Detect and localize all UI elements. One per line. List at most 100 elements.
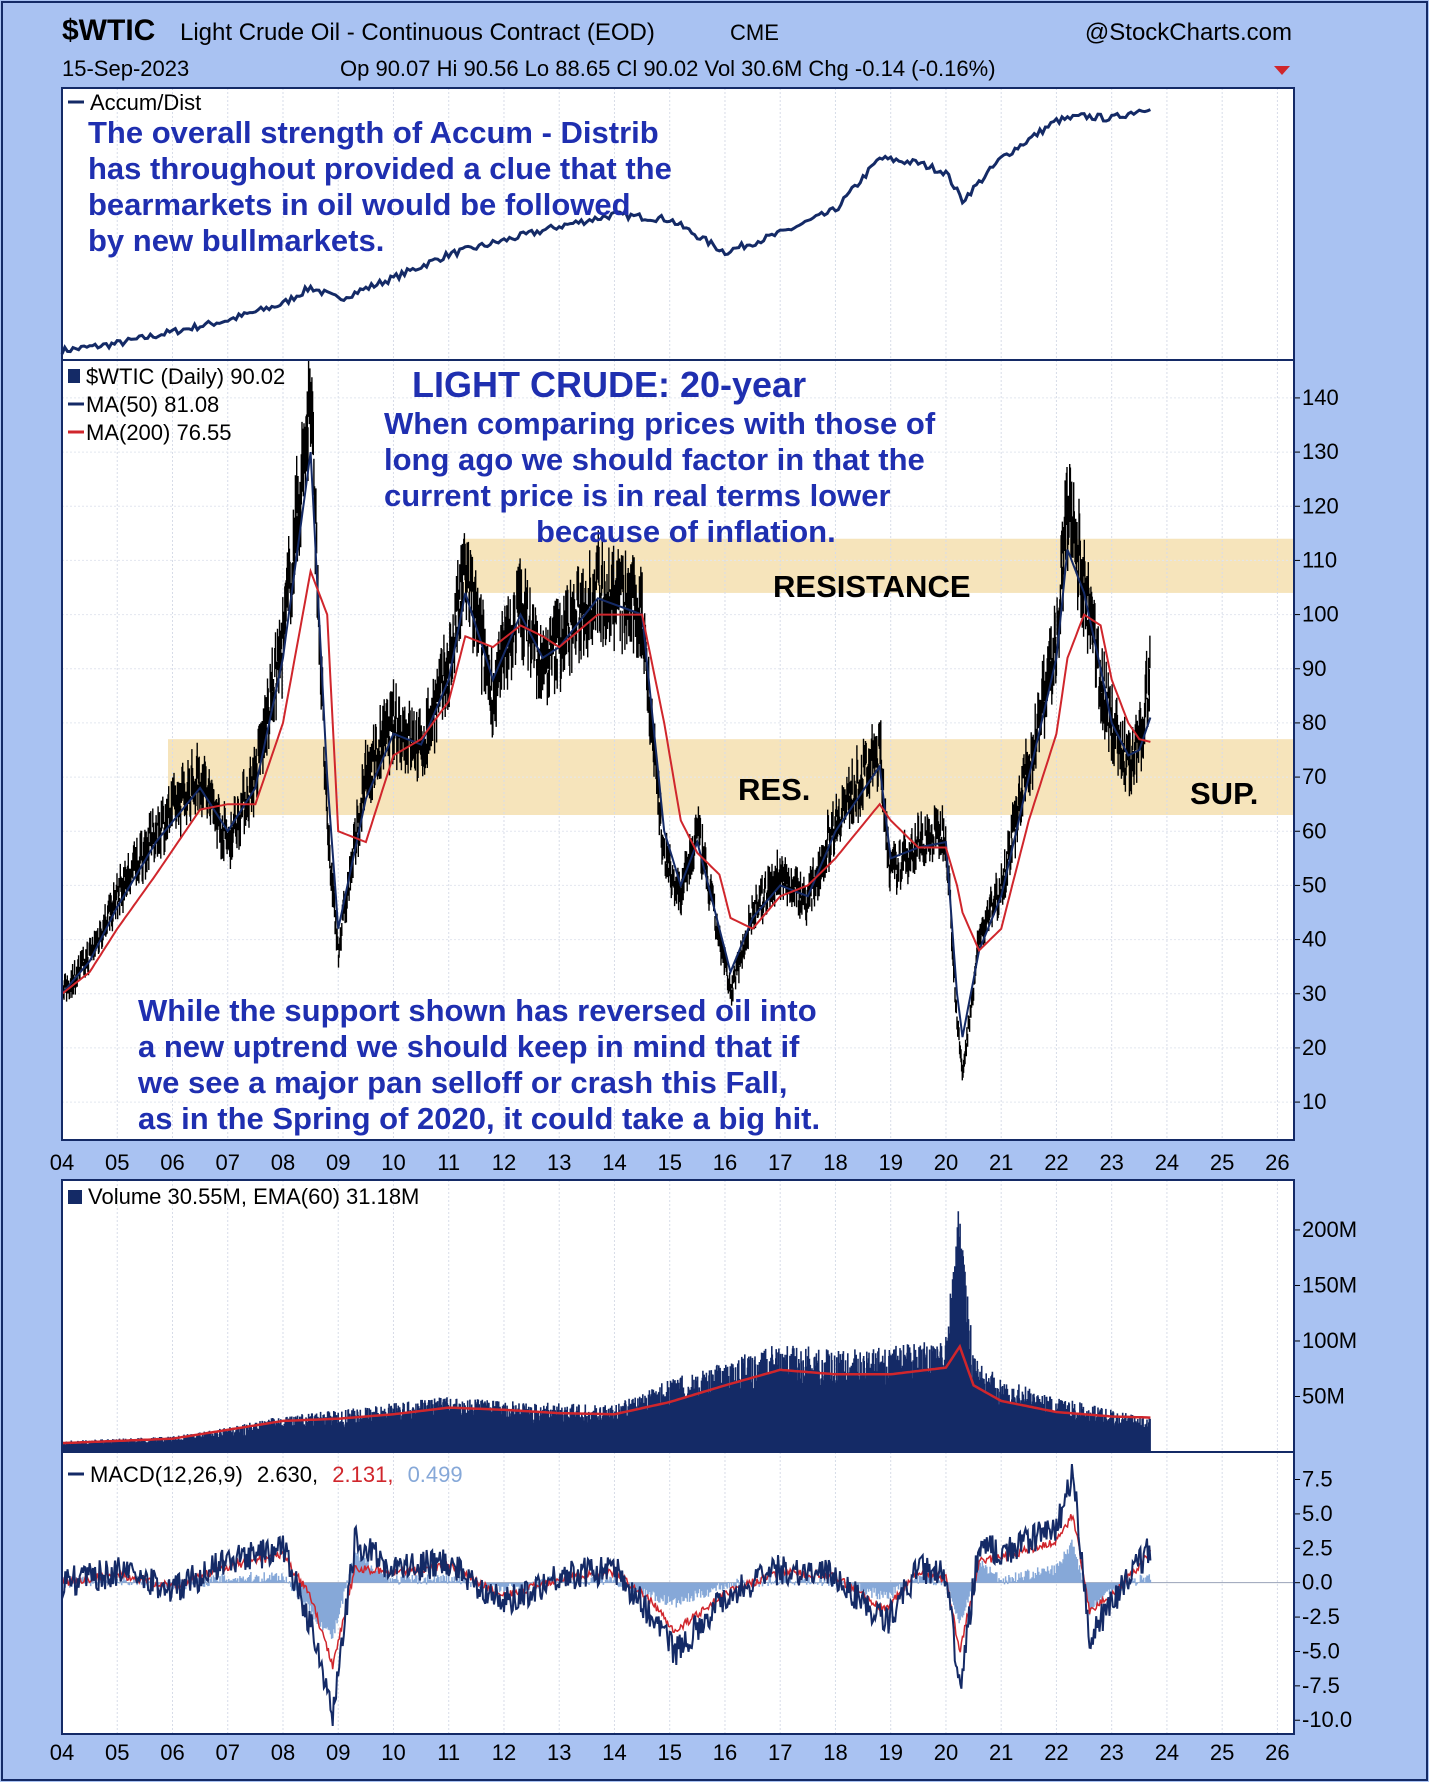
x-tick-label: 18 xyxy=(823,1740,847,1765)
x-tick-label: 09 xyxy=(326,1740,350,1765)
price-note-bottom-4: as in the Spring of 2020, it could take … xyxy=(138,1101,820,1136)
y-tick-label: 10 xyxy=(1302,1089,1326,1114)
x-tick-label: 05 xyxy=(105,1740,129,1765)
candle-icon xyxy=(68,369,80,383)
x-tick-label: 21 xyxy=(989,1150,1013,1175)
x-tick-label: 10 xyxy=(381,1740,405,1765)
accum-note-line-4: by new bullmarkets. xyxy=(88,223,384,258)
price-legend-ma50: MA(50) 81.08 xyxy=(86,392,219,417)
price-border xyxy=(61,359,1295,1141)
x-tick-label: 13 xyxy=(547,1740,571,1765)
price-note-top-2: long ago we should factor in that the xyxy=(384,442,925,477)
x-tick-label: 17 xyxy=(768,1150,792,1175)
res-label: RES. xyxy=(738,772,810,807)
macd-y-axis: -10.0 -7.5 -5.0 -2.5 0.0 2.5 5.0 7.5 xyxy=(1294,1467,1352,1732)
x-tick-label: 07 xyxy=(215,1740,239,1765)
x-tick-label: 25 xyxy=(1210,1150,1234,1175)
ma50-line xyxy=(61,451,1152,1038)
y-tick-label: 150M xyxy=(1302,1272,1357,1297)
volume-y-axis: 50M 100M 150M 200M xyxy=(1294,1217,1357,1408)
macd-legend-hist: 0.499 xyxy=(408,1462,463,1487)
x-tick-label: 23 xyxy=(1099,1150,1123,1175)
x-tick-label: 20 xyxy=(934,1150,958,1175)
y-tick-label: 30 xyxy=(1302,981,1326,1006)
x-tick-label: 09 xyxy=(326,1150,350,1175)
y-tick-label: 110 xyxy=(1302,547,1337,572)
x-tick-label: 07 xyxy=(215,1150,239,1175)
x-tick-label: 24 xyxy=(1155,1150,1179,1175)
x-tick-label: 04 xyxy=(50,1150,74,1175)
x-tick-label: 26 xyxy=(1265,1740,1289,1765)
description: Light Crude Oil - Continuous Contract (E… xyxy=(180,19,655,46)
x-tick-label: 22 xyxy=(1044,1740,1068,1765)
change-down-icon xyxy=(1274,66,1290,75)
chart-title: LIGHT CRUDE: 20-year xyxy=(412,364,806,405)
accum-grid xyxy=(61,88,1278,360)
accum-note-line-3: bearmarkets in oil would be followed xyxy=(88,187,631,222)
macd-legend-signal: 2.131, xyxy=(332,1462,393,1487)
resistance-label: RESISTANCE xyxy=(773,569,971,604)
y-tick-label: 50M xyxy=(1302,1383,1345,1408)
x-tick-label: 08 xyxy=(271,1150,295,1175)
price-legend-main: $WTIC (Daily) 90.02 xyxy=(86,364,285,389)
x-tick-label: 16 xyxy=(713,1150,737,1175)
price-note-top-3: current price is in real terms lower xyxy=(384,478,891,513)
x-tick-label: 15 xyxy=(657,1150,681,1175)
x-tick-label: 19 xyxy=(878,1740,902,1765)
ohlc-readout: Op 90.07 Hi 90.56 Lo 88.65 Cl 90.02 Vol … xyxy=(340,56,996,81)
x-tick-label: 25 xyxy=(1210,1740,1234,1765)
x-tick-label: 04 xyxy=(50,1740,74,1765)
x-tick-label: 15 xyxy=(657,1740,681,1765)
x-tick-label: 12 xyxy=(492,1150,516,1175)
volume-legend: Volume 30.55M, EMA(60) 31.18M xyxy=(88,1184,419,1209)
x-tick-label: 19 xyxy=(878,1150,902,1175)
x-tick-label: 22 xyxy=(1044,1150,1068,1175)
y-tick-label: -5.0 xyxy=(1302,1638,1340,1663)
x-tick-label: 14 xyxy=(602,1740,626,1765)
volume-icon xyxy=(68,1190,82,1204)
x-tick-label: 13 xyxy=(547,1150,571,1175)
time-axis-bottom: 04 05 06 07 08 09 10 11 12 13 14 15 16 17 18 19 20 21 22 23… xyxy=(50,1740,1290,1765)
sup-label: SUP. xyxy=(1190,776,1258,811)
accum-series xyxy=(60,108,1151,355)
price-note-top-1: When comparing prices with those of xyxy=(384,406,936,441)
accum-dist-line xyxy=(60,108,1151,355)
macd-legend: MACD(12,26,9) 2.630, 2.131, 0.499 xyxy=(90,1462,463,1487)
accum-note-line-1: The overall strength of Accum - Distrib xyxy=(88,115,659,150)
y-tick-label: 40 xyxy=(1302,927,1326,952)
x-tick-label: 16 xyxy=(713,1740,737,1765)
price-note-bottom-1: While the support shown has reversed oil… xyxy=(138,993,817,1028)
x-tick-label: 06 xyxy=(160,1150,184,1175)
x-tick-label: 10 xyxy=(381,1150,405,1175)
accum-legend: Accum/Dist xyxy=(90,90,201,115)
macd-line xyxy=(61,1464,1152,1726)
y-tick-label: 60 xyxy=(1302,818,1326,843)
y-tick-label: 7.5 xyxy=(1302,1467,1333,1492)
y-tick-label: 80 xyxy=(1302,710,1326,735)
x-tick-label: 14 xyxy=(602,1150,626,1175)
x-tick-label: 20 xyxy=(934,1740,958,1765)
macd-legend-name: MACD(12,26,9) xyxy=(90,1462,243,1487)
price-note-top-4: because of inflation. xyxy=(536,514,836,549)
header-date: 15-Sep-2023 xyxy=(62,56,189,81)
x-tick-label: 11 xyxy=(437,1150,460,1175)
brand-logo: @StockCharts.com xyxy=(1085,19,1292,46)
x-tick-label: 17 xyxy=(768,1740,792,1765)
y-tick-label: 130 xyxy=(1302,439,1339,464)
y-tick-label: 120 xyxy=(1302,493,1339,518)
y-tick-label: -10.0 xyxy=(1302,1707,1352,1732)
y-tick-label: 100 xyxy=(1302,602,1339,627)
price-y-axis: 10 20 30 40 50 60 70 80 90 100 110 120 130 140 xyxy=(1294,385,1339,1114)
price-note-bottom-2: a new uptrend we should keep in mind tha… xyxy=(138,1029,800,1064)
y-tick-label: 100M xyxy=(1302,1328,1357,1353)
exchange: CME xyxy=(730,20,779,45)
y-tick-label: -2.5 xyxy=(1302,1604,1340,1629)
x-tick-label: 24 xyxy=(1155,1740,1179,1765)
y-tick-label: 20 xyxy=(1302,1035,1326,1060)
y-tick-label: -7.5 xyxy=(1302,1673,1340,1698)
x-tick-label: 12 xyxy=(492,1740,516,1765)
y-tick-label: 2.5 xyxy=(1302,1535,1333,1560)
x-tick-label: 08 xyxy=(271,1740,295,1765)
